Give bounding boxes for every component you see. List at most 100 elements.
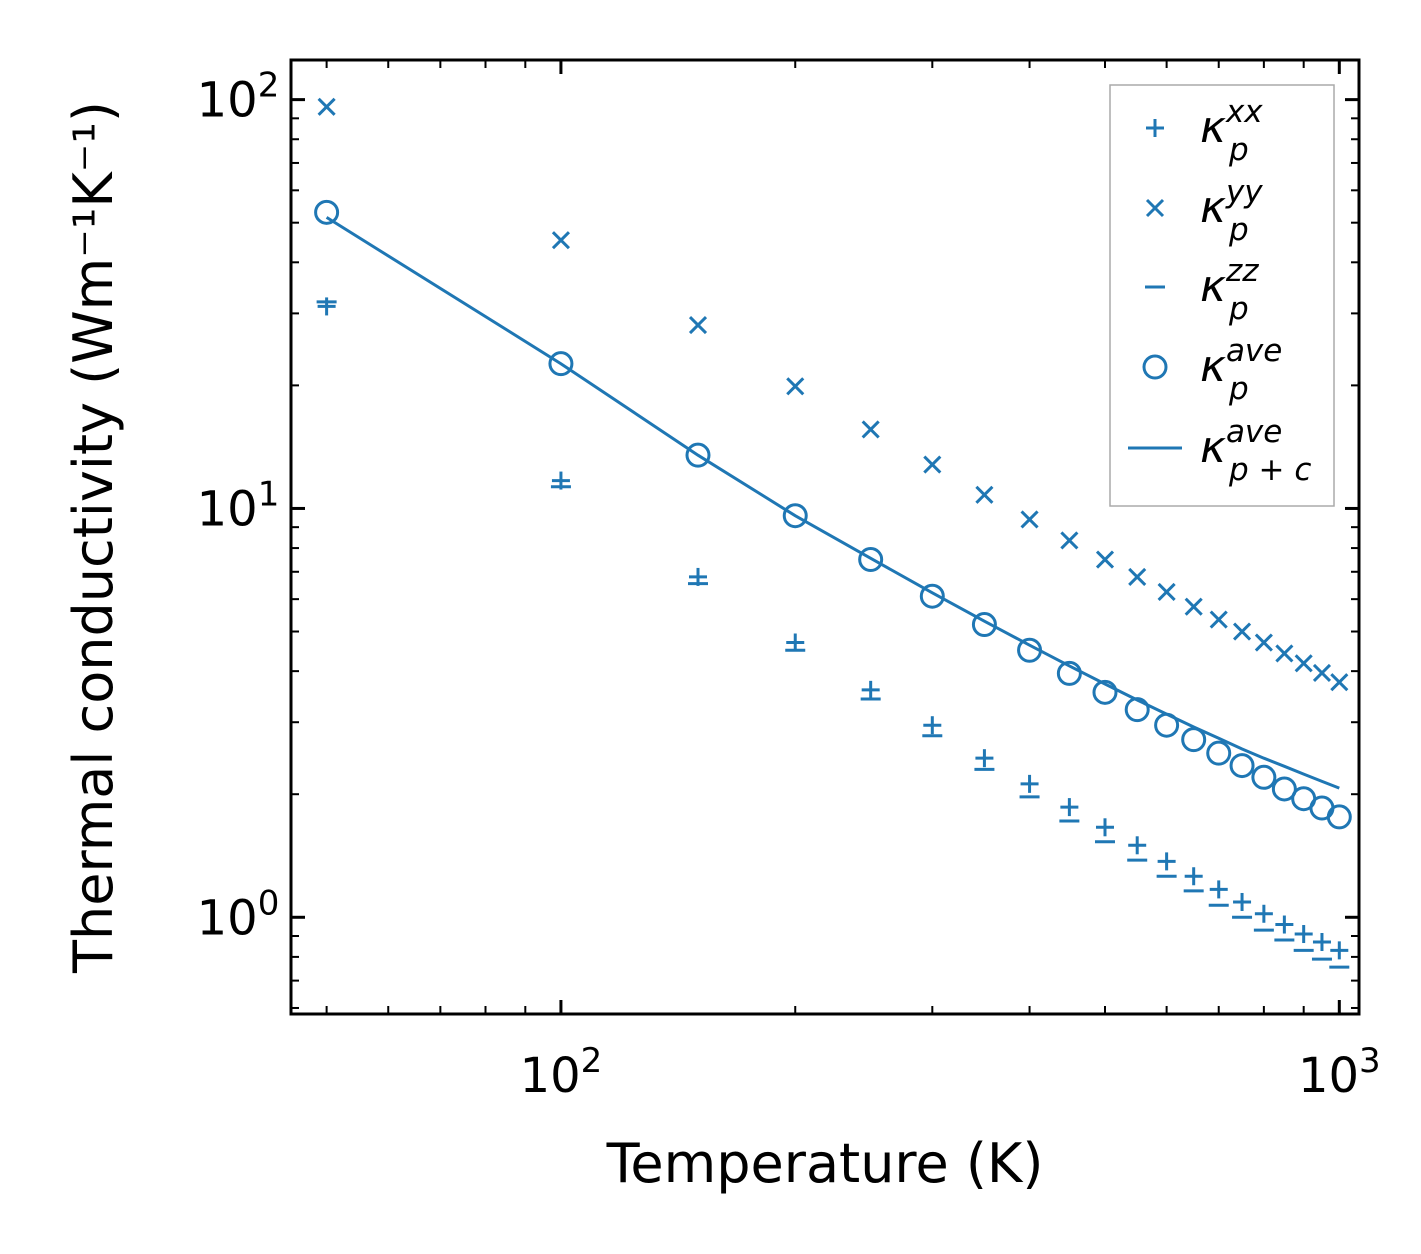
- data-point: [1095, 550, 1115, 569]
- circle-marker: [548, 351, 574, 377]
- axes: [289, 58, 1361, 1016]
- circle-marker: [1056, 660, 1082, 686]
- x-tick-label: 103: [1298, 1041, 1381, 1104]
- circle-marker: [314, 199, 340, 225]
- legend-marker: [1142, 354, 1168, 380]
- data-point: [1184, 867, 1203, 886]
- x-marker-b: [1275, 644, 1294, 663]
- plot-area: [314, 97, 1352, 969]
- circle-marker: [782, 503, 808, 529]
- data-point: [548, 351, 574, 377]
- data-point: [1184, 597, 1203, 616]
- data-point: [782, 503, 808, 529]
- data-point: [1095, 818, 1114, 837]
- data-point: [1157, 582, 1176, 601]
- data-point: [919, 583, 945, 609]
- x-tick-label: 102: [520, 1041, 603, 1104]
- series-plus: [317, 297, 1349, 960]
- data-point: [1294, 925, 1313, 944]
- data-point: [786, 633, 805, 652]
- y-axis-label: Thermal conductivity (Wm⁻¹K⁻¹): [62, 101, 125, 974]
- legend-marker: [1146, 119, 1164, 137]
- circle-marker: [1251, 764, 1277, 790]
- data-point: [317, 297, 336, 316]
- data-point: [1056, 660, 1082, 686]
- legend-box: [1109, 84, 1335, 507]
- x-marker-b: [551, 231, 570, 250]
- x-marker-b: [1294, 654, 1313, 673]
- series-x: [317, 97, 1349, 692]
- data-point: [1060, 798, 1079, 817]
- data-point: [1206, 740, 1232, 766]
- data-point: [1157, 852, 1176, 871]
- data-point: [314, 199, 340, 225]
- circle-marker: [1326, 804, 1352, 830]
- x-marker-b: [1145, 198, 1165, 218]
- data-point: [1229, 753, 1255, 779]
- data-point: [971, 612, 997, 638]
- legend-label: κave p + c: [1200, 414, 1311, 488]
- data-point: [1128, 567, 1147, 586]
- circle-marker: [685, 442, 711, 468]
- x-marker-b: [1095, 550, 1115, 569]
- x-marker-b: [786, 377, 805, 396]
- series-line: [325, 216, 1340, 790]
- circle-marker: [1092, 679, 1118, 705]
- ticks: 102 103 100 101 102: [197, 60, 1381, 1104]
- data-point: [688, 315, 708, 335]
- data-point: [1060, 531, 1079, 550]
- x-marker-b: [1020, 510, 1039, 529]
- circle-marker: [1229, 753, 1255, 779]
- circle-marker: [919, 583, 945, 609]
- data-point: [923, 716, 942, 735]
- data-point: [923, 455, 942, 474]
- data-point: [1232, 622, 1252, 641]
- x-marker-b: [975, 485, 994, 504]
- circle-marker: [858, 547, 884, 573]
- x-marker-b: [1232, 622, 1252, 641]
- legend-marker: [1145, 198, 1165, 218]
- x-marker-b: [923, 455, 942, 474]
- data-point: [317, 97, 336, 116]
- data-point: [1020, 774, 1039, 793]
- y-tick-label: 102: [197, 66, 280, 129]
- data-point: [1020, 510, 1039, 529]
- data-point: [975, 485, 994, 504]
- series-line: [325, 216, 1340, 790]
- legend-label: κxx p: [1200, 94, 1263, 168]
- data-point: [1294, 654, 1313, 673]
- legend-label: κzz p: [1200, 253, 1259, 327]
- x-marker-b: [1330, 673, 1349, 692]
- series-hline: [316, 300, 1350, 969]
- circle-marker: [971, 612, 997, 638]
- circle-marker: [1142, 354, 1168, 380]
- x-marker-b: [1184, 597, 1203, 616]
- legend-label: κyy p: [1200, 174, 1263, 248]
- x-marker-b: [1312, 663, 1332, 682]
- data-point: [1092, 679, 1118, 705]
- x-marker-b: [1128, 567, 1147, 586]
- x-marker-b: [1254, 633, 1273, 652]
- data-point: [861, 680, 880, 699]
- data-point: [1128, 836, 1147, 855]
- data-point: [1251, 764, 1277, 790]
- x-marker-b: [1209, 610, 1228, 629]
- data-point: [1312, 663, 1332, 682]
- data-point: [1254, 904, 1273, 923]
- y-tick-label: 101: [197, 474, 280, 537]
- axes-frame: [289, 58, 1361, 1016]
- data-point: [1271, 776, 1297, 802]
- data-point: [551, 231, 570, 250]
- x-marker-b: [861, 420, 880, 439]
- data-point: [1275, 915, 1294, 934]
- x-marker-b: [1157, 582, 1176, 601]
- data-point: [1275, 644, 1294, 663]
- data-point: [1330, 941, 1349, 960]
- x-axis-label: Temperature (K): [606, 1132, 1044, 1195]
- x-marker-b: [1060, 531, 1079, 550]
- data-point: [858, 547, 884, 573]
- data-point: [1254, 633, 1273, 652]
- y-tick-label: 100: [197, 883, 280, 946]
- data-point: [786, 377, 805, 396]
